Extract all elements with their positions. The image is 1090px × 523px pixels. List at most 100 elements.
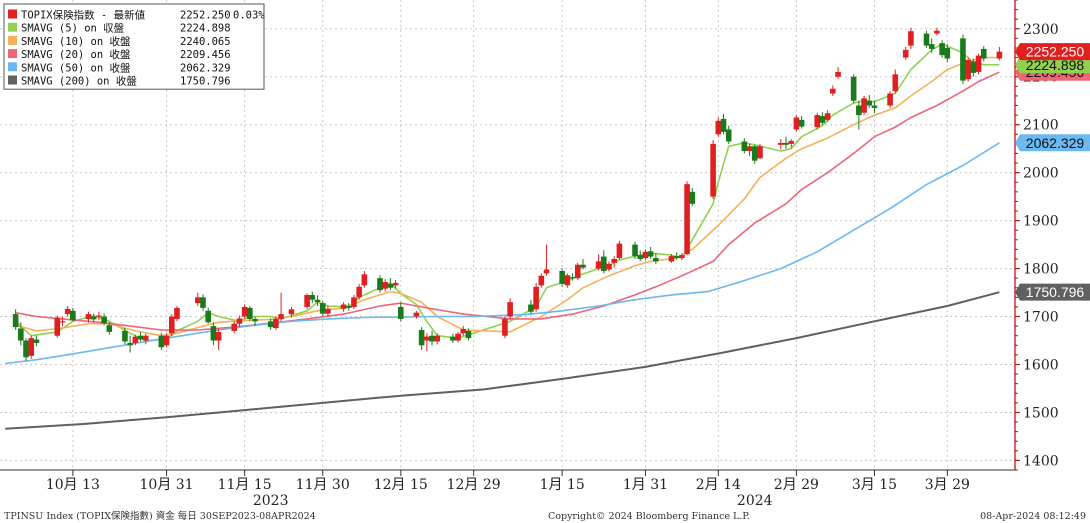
footer-timestamp: 08-Apr-2024 08:12:49 (980, 511, 1086, 522)
candle-up (356, 286, 362, 298)
candle-down (33, 339, 40, 343)
sma5-line (15, 43, 1000, 342)
candle-up (564, 275, 571, 286)
x-tick-label: 12月 15 (374, 477, 428, 493)
y-tick-label: 2100 (1023, 118, 1059, 134)
candle-up (434, 335, 441, 342)
legend-swatch (8, 9, 17, 19)
candle-up (455, 333, 461, 341)
legend-label: SMAVG (10) on 收盤 (21, 35, 131, 48)
legend-value: 2224.898 (180, 23, 231, 35)
legend-swatch (8, 75, 17, 85)
legend-swatch (8, 62, 17, 72)
candle-down (871, 105, 878, 108)
candle-down (90, 316, 97, 320)
candle-down (377, 278, 383, 291)
candle-down (970, 61, 977, 73)
candle-up (231, 323, 238, 331)
x-year-label: 2024 (737, 493, 773, 509)
x-tick-label: 3月 15 (852, 477, 897, 493)
candle-down (122, 330, 128, 342)
candle-up (902, 49, 909, 58)
candle-down (18, 328, 24, 341)
candle-up (595, 261, 602, 269)
y-tick-label: 2000 (1023, 166, 1059, 182)
candle-down (319, 303, 326, 314)
candle-down (106, 325, 113, 332)
legend-label: SMAVG (200) on 收盤 (21, 75, 137, 88)
candle-up (413, 312, 420, 317)
legend-label: SMAVG (5) on 収盤 (21, 22, 125, 35)
legend-label: TOPIX保険指数 - 最新値 (21, 9, 146, 22)
y-tick-label: 2300 (1023, 22, 1059, 38)
candle-up (236, 318, 243, 324)
x-tick-label: 10月 31 (140, 477, 194, 493)
y-tick-label: 1400 (1023, 453, 1059, 469)
candle-up (278, 314, 284, 319)
sma10-line (15, 56, 1000, 337)
value-tag-label: 2062.329 (1026, 135, 1085, 151)
candle-down (267, 321, 274, 328)
candle-down (101, 316, 107, 324)
candle-down (923, 33, 930, 46)
candle-up (424, 336, 430, 341)
candle-up (793, 117, 800, 130)
value-tag (1015, 43, 1090, 61)
candle-up (54, 317, 61, 336)
candle-down (158, 335, 165, 348)
candle-up (975, 55, 982, 72)
candle-up (814, 115, 821, 128)
x-tick-label: 3月 29 (925, 477, 970, 493)
value-tag-label: 1750.796 (1026, 284, 1085, 300)
candle-down (314, 299, 321, 303)
x-tick-label: 2月 29 (774, 477, 819, 493)
candle-down (429, 335, 435, 342)
candle-up (168, 316, 175, 334)
value-tag-label: 2224.898 (1026, 57, 1085, 73)
candle-down (247, 307, 253, 319)
candle-up (507, 302, 513, 317)
candle-down (127, 342, 133, 346)
candle-down (798, 119, 805, 127)
candle-up (788, 141, 794, 144)
candle-down (783, 142, 789, 145)
candle-down (559, 270, 565, 284)
candle-down (751, 146, 758, 161)
candle-down (980, 48, 987, 59)
candle-up (85, 314, 92, 319)
value-tag-label: 2252.250 (1026, 44, 1085, 60)
candle-down (569, 277, 576, 279)
candle-up (304, 294, 310, 307)
x-tick-label: 1月 15 (540, 477, 585, 493)
footer-left: TPINSU Index (TOPIX保険指數) 資金 每日 30SEP2023… (4, 510, 316, 522)
value-tag (1015, 56, 1090, 74)
y-tick-label: 1600 (1023, 357, 1059, 373)
candle-up (288, 309, 295, 315)
candle-down (850, 76, 857, 101)
candle-up (533, 286, 539, 310)
candle-down (200, 297, 206, 308)
x-tick-label: 1月 31 (623, 477, 668, 493)
candle-up (861, 98, 867, 113)
x-tick-label: 2月 14 (696, 477, 741, 493)
candle-up (668, 256, 675, 262)
candle-up (382, 282, 388, 289)
y-tick-label: 1500 (1023, 405, 1059, 421)
candle-up (174, 307, 180, 319)
candle-up (273, 318, 279, 329)
candle-down (673, 256, 680, 259)
candle-down (939, 43, 945, 56)
candle-up (934, 30, 940, 34)
legend-value: 1750.796 (180, 76, 231, 88)
candle-up (351, 297, 357, 307)
candle-up (908, 31, 914, 46)
candle-down (689, 191, 696, 204)
candle-up (835, 71, 841, 77)
candle-down (387, 283, 394, 288)
candle-down (856, 105, 862, 116)
candle-down (345, 305, 352, 308)
x-tick-label: 12月 29 (447, 477, 501, 493)
candle-down (23, 340, 29, 358)
candle-down (944, 47, 951, 59)
